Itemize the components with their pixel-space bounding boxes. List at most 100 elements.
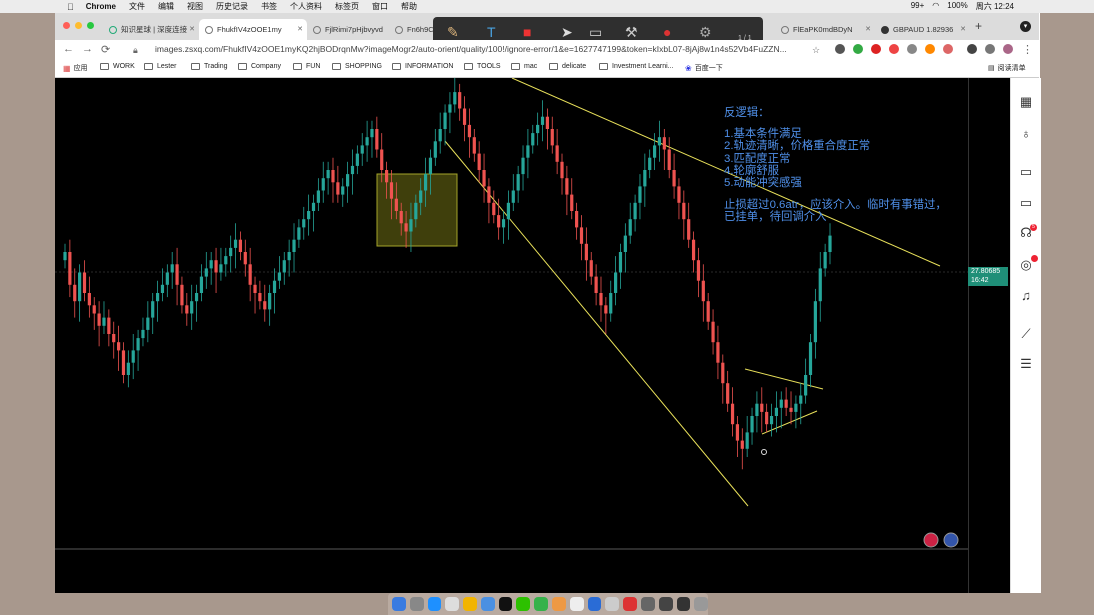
menu-edit[interactable]: 编辑 [151, 2, 174, 11]
record-tool-icon[interactable]: ● [663, 24, 672, 40]
photos-icon[interactable] [463, 597, 477, 611]
app-icon[interactable] [640, 597, 655, 611]
tab-image-2[interactable]: FjlRimi7pHjbvyvd [307, 19, 389, 40]
profile-avatar[interactable] [1003, 44, 1013, 54]
extension-icon[interactable] [853, 44, 863, 54]
launchpad-icon[interactable] [409, 597, 424, 611]
address-bar[interactable]: images.zsxq.com/FhukfIV4zOOE1myKQ2hjBODr… [155, 44, 787, 54]
wechat-icon[interactable] [516, 597, 531, 611]
bookmark-star-icon[interactable]: ☆ [812, 45, 821, 55]
bookmark-folder-mac[interactable]: mac [511, 63, 537, 70]
lock-icon[interactable]: 🔒︎ [133, 45, 138, 55]
text-tool-icon[interactable]: T [487, 24, 496, 40]
wifi-icon[interactable]: ◠ [932, 1, 940, 10]
bookmark-folder-investment[interactable]: Investment Learni... [599, 63, 673, 70]
bookmark-folder-trading[interactable]: Trading [191, 63, 227, 70]
tab-image-active[interactable]: FhukfIV4zOOE1my ✕ [199, 19, 307, 40]
bookmark-folder-work[interactable]: WORK [100, 63, 135, 70]
app-icon[interactable] [676, 597, 691, 611]
price-axis[interactable] [968, 78, 1011, 593]
lightbulb-icon[interactable]: ♁ [1021, 126, 1031, 141]
menu-file[interactable]: 文件 [122, 2, 145, 11]
bookmark-folder-information[interactable]: INFORMATION [392, 63, 453, 70]
back-button[interactable]: ← [63, 43, 74, 55]
close-tab-icon[interactable]: ✕ [865, 26, 871, 33]
close-window-button[interactable] [63, 22, 70, 29]
color-tool-icon[interactable]: ■ [523, 24, 532, 40]
app-icon[interactable] [658, 597, 673, 611]
bookmark-folder-delicate[interactable]: delicate [549, 63, 586, 70]
bookmark-folder-shopping[interactable]: SHOPPING [332, 63, 382, 70]
qq-icon[interactable] [498, 597, 513, 611]
extension-icon[interactable] [925, 44, 935, 54]
menu-bookmarks[interactable]: 书签 [254, 2, 277, 11]
bookmark-folder-fun[interactable]: FUN [293, 63, 320, 70]
menu-tab[interactable]: 标签页 [328, 2, 359, 11]
extension-icon[interactable] [907, 44, 917, 54]
rectangle-tool-icon[interactable]: ▭ [589, 24, 603, 40]
word-icon[interactable] [587, 597, 602, 611]
chat-icon[interactable]: ▭ [1019, 164, 1033, 179]
trash-icon[interactable] [694, 597, 709, 611]
event-flag-icon[interactable] [943, 532, 959, 548]
calendar-icon[interactable]: ▦ [1019, 94, 1033, 109]
event-flag-icon[interactable] [923, 532, 939, 548]
battery-percent[interactable]: 100% [947, 1, 968, 10]
chart-trend-icon[interactable]: ⟋ [1021, 326, 1031, 341]
bookmark-apps[interactable]: ▦ 应用 [63, 63, 88, 73]
menu-window[interactable]: 窗口 [365, 2, 388, 11]
close-tab-icon[interactable]: ✕ [189, 26, 195, 33]
bandage-icon[interactable]: ✎ [447, 24, 459, 40]
preview-icon[interactable] [569, 597, 584, 611]
chart-canvas[interactable] [55, 78, 968, 593]
safari-icon[interactable] [427, 597, 442, 611]
new-tab-button[interactable]: + [975, 19, 983, 33]
notes-icon[interactable] [445, 597, 460, 611]
more-menu-icon[interactable]: ⋮ [1022, 44, 1033, 56]
list-icon[interactable]: ☰ [1020, 356, 1032, 371]
bookmark-folder-tools[interactable]: TOOLS [464, 63, 501, 70]
notification-count[interactable]: 99+ [910, 1, 925, 10]
tab-image-3[interactable]: Fn6h9CYzcf [389, 19, 469, 40]
settings-tool-icon[interactable]: ⚙ [699, 24, 712, 40]
tab-image-4[interactable]: FlEaPK0mdBDyN ✕ [775, 19, 875, 40]
bookmark-baidu[interactable]: ❀ 百度一下 [685, 63, 723, 73]
zoom-window-button[interactable] [87, 22, 94, 29]
extension-icon[interactable] [871, 44, 881, 54]
bookmark-folder-lester[interactable]: Lester [144, 63, 176, 70]
close-tab-icon[interactable]: ✕ [960, 26, 966, 33]
app-icon[interactable] [623, 597, 637, 611]
extension-icon[interactable] [835, 44, 845, 54]
extension-icon[interactable] [889, 44, 899, 54]
reading-mode-icon[interactable] [985, 44, 995, 54]
evernote-icon[interactable] [534, 597, 549, 611]
menu-history[interactable]: 历史记录 [209, 2, 248, 11]
tab-search-icon[interactable]: ▾ [1020, 21, 1031, 32]
chrome-icon[interactable] [552, 597, 566, 611]
message-icon[interactable]: ▭ [1019, 195, 1033, 210]
finder-icon[interactable] [392, 597, 406, 611]
puzzle-extensions-icon[interactable] [967, 44, 977, 54]
apple-icon[interactable]:  [67, 2, 74, 12]
hammer-tool-icon[interactable]: ⚒ [625, 24, 638, 40]
tab-gbpaud[interactable]: GBPAUD 1.82936 ✕ [875, 19, 970, 40]
pointer-tool-icon[interactable]: ➤ [561, 24, 573, 40]
reading-list[interactable]: ▤ 阅读清单 [988, 63, 1026, 73]
calendar-app-icon[interactable] [605, 597, 620, 611]
reload-button[interactable]: ⟳ [101, 44, 111, 56]
forward-button[interactable]: → [82, 43, 93, 55]
menu-help[interactable]: 帮助 [394, 2, 417, 11]
bookmark-folder-company[interactable]: Company [238, 63, 281, 70]
minimize-window-button[interactable] [75, 22, 82, 29]
bell-icon[interactable]: ♫ [1021, 288, 1031, 303]
appstore-icon[interactable] [480, 597, 495, 611]
menu-view[interactable]: 视图 [180, 2, 203, 11]
live-icon[interactable]: ◎ [1020, 257, 1032, 272]
extension-icon[interactable] [943, 44, 953, 54]
podcast-icon[interactable]: ☊ [1020, 225, 1032, 240]
menu-profile[interactable]: 个人资料 [283, 2, 322, 11]
menu-app-name[interactable]: Chrome [79, 2, 116, 11]
tab-zsxq[interactable]: 知识星球 | 深度连接 ✕ [103, 19, 199, 40]
close-tab-icon[interactable]: ✕ [297, 26, 303, 33]
clock[interactable]: 周六 12:24 [975, 2, 1014, 11]
